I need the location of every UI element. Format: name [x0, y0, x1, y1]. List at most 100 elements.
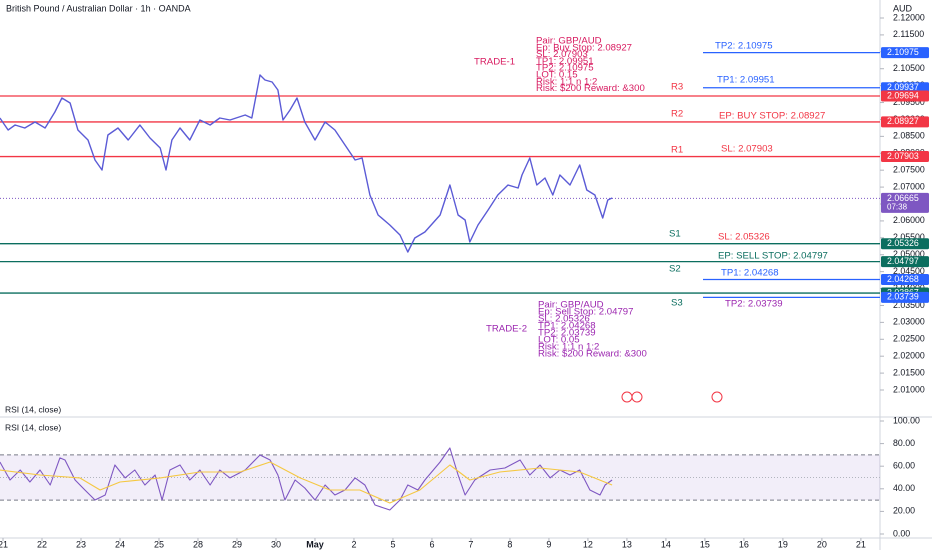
- event-icon[interactable]: [621, 391, 633, 403]
- x-tick-label: 28: [193, 539, 203, 549]
- trade-label: TRADE-2: [486, 324, 527, 335]
- trade-label: TRADE-1: [474, 57, 515, 68]
- y-tick-label: 2.01000: [893, 384, 925, 394]
- x-tick-label: 15: [700, 539, 710, 549]
- indicator-title: RSI (14, close): [5, 422, 61, 432]
- level-text: TP2: 2.03739: [725, 299, 783, 310]
- x-tick-label: 14: [661, 539, 671, 549]
- price-tag: [881, 192, 929, 213]
- event-icon[interactable]: [711, 391, 723, 403]
- lines-layer: [0, 52, 880, 511]
- y-tick-label: 20.00: [893, 506, 915, 516]
- y-tick-label: 2.07500: [893, 165, 925, 175]
- note-line: TP1: 2.09951: [536, 56, 594, 67]
- note-line: Risk: 1:1 n 1:2: [538, 342, 599, 353]
- note-line: Pair: GBP/AUD: [538, 300, 604, 311]
- price-tag-label: 2.09937: [887, 82, 919, 92]
- note-line: TP1: 2.04268: [538, 321, 596, 332]
- price-tag-label: 2.05326: [887, 238, 919, 248]
- x-tick-label: 20: [817, 539, 827, 549]
- x-tick-label: 21: [856, 539, 866, 549]
- level-text: TP1: 2.04268: [721, 268, 779, 279]
- event-icons: [621, 391, 723, 403]
- note-line: Risk: 1:1 n 1:2: [536, 76, 597, 87]
- y-tick-label: 2.10500: [893, 63, 925, 73]
- level-text: TP1: 2.09951: [717, 75, 775, 86]
- price-tag: [881, 291, 929, 303]
- y-tick-label: 2.09500: [893, 97, 925, 107]
- price-tag-label: 2.07903: [887, 151, 919, 161]
- level-text: TP2: 2.10975: [715, 41, 773, 52]
- y-tick-label: 2.04500: [893, 266, 925, 276]
- level-label: R1: [671, 145, 683, 156]
- x-tick-label: 30: [271, 539, 281, 549]
- price-tag: [881, 273, 929, 285]
- y-tick-label: 2.05500: [893, 232, 925, 242]
- y-tick-label: 2.02000: [893, 351, 925, 361]
- x-tick-label: 22: [37, 539, 47, 549]
- note-line: Ep: Buy Stop: 2.08927: [536, 42, 632, 53]
- y-tick-label: 2.12000: [893, 12, 925, 22]
- y-tick-label: 2.11500: [893, 29, 924, 39]
- price-tag-label: 2.06665: [887, 193, 919, 203]
- note-line: Pair: GBP/AUD: [536, 36, 602, 47]
- x-tick-label: 8: [507, 539, 512, 549]
- y-tick-label: 2.01500: [893, 367, 925, 377]
- note-line: LOT: 0.05: [538, 335, 580, 346]
- note-line: TP2: 2.03739: [538, 328, 596, 339]
- y-tick-label: 2.06000: [893, 215, 925, 225]
- x-tick-label: 12: [583, 539, 593, 549]
- axis-layer: 2.120002.115002.110002.105002.100002.095…: [0, 12, 929, 549]
- level-text: EP: SELL STOP: 2.04797: [718, 251, 828, 262]
- text-layer: British Pound / Australian Dollar · 1h ·…: [5, 3, 913, 432]
- level-label: S1: [669, 229, 681, 240]
- price-tag-label: 2.08927: [887, 116, 919, 126]
- note-line: SL: 2.05326: [538, 314, 590, 325]
- note-line: SL: 2.07903: [536, 49, 588, 60]
- price-tag-label: 2.03739: [887, 292, 919, 302]
- x-tick-label: 24: [115, 539, 125, 549]
- level-label: R2: [671, 109, 683, 120]
- note-line: TP2: 2.10975: [536, 63, 594, 74]
- level-text: SL: 2.05326: [718, 232, 770, 243]
- event-icon[interactable]: [631, 391, 643, 403]
- x-tick-label: 29: [232, 539, 242, 549]
- y-tick-label: 2.07000: [893, 181, 925, 191]
- line-series: [0, 447, 613, 511]
- price-tag-label: 2.04797: [887, 256, 919, 266]
- price-tag: [881, 116, 929, 128]
- line-series: [0, 74, 613, 253]
- price-tag: [881, 90, 929, 102]
- price-tag-label: 2.04268: [887, 274, 919, 284]
- x-tick-label: 13: [622, 539, 632, 549]
- note-line: Ep: Sell Stop: 2.04797: [538, 307, 633, 318]
- chart-title: British Pound / Australian Dollar · 1h ·…: [6, 3, 191, 13]
- x-tick-label: 21: [0, 539, 8, 549]
- x-tick-label: 9: [546, 539, 551, 549]
- price-tag: [881, 256, 929, 268]
- x-tick-label: 25: [154, 539, 164, 549]
- line-series: [0, 461, 613, 504]
- note-line: LOT: 0.15: [536, 70, 578, 81]
- x-tick-label: 16: [739, 539, 749, 549]
- y-tick-label: 60.00: [893, 461, 915, 471]
- price-tag-label: 2.10975: [887, 47, 919, 57]
- x-tick-label: 6: [429, 539, 434, 549]
- level-label: S2: [669, 264, 681, 275]
- y-tick-label: 0.00: [893, 528, 910, 538]
- indicator-title: RSI (14, close): [5, 404, 61, 414]
- price-tag: [881, 47, 929, 59]
- x-tick-label: 5: [390, 539, 395, 549]
- note-line: Risk: $200 Reward: &300: [536, 83, 645, 94]
- y-tick-label: 2.03500: [893, 300, 925, 310]
- price-tag: [881, 238, 929, 250]
- countdown: 07:38: [887, 203, 908, 212]
- y-tick-label: 2.08500: [893, 131, 925, 141]
- level-text: SL: 2.07903: [721, 144, 773, 155]
